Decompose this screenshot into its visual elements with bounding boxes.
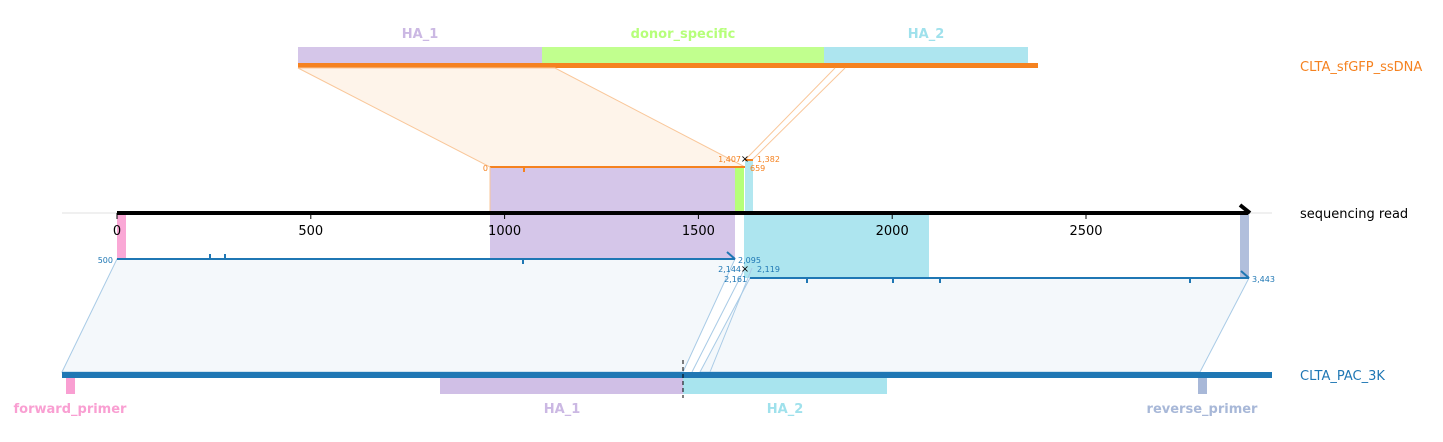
ref-feature-ha2-block	[683, 378, 887, 394]
donor-feature-ha2-label: HA_2	[908, 27, 945, 42]
read-small-overlay	[745, 160, 753, 213]
read-forward-primer-overlay	[117, 213, 126, 259]
ref-feature-forward-primer-label: forward_primer	[14, 402, 128, 417]
donor-aln-start-label: 0	[483, 164, 488, 173]
donor-feature-donor-specific-label: donor_specific	[631, 27, 736, 42]
read-axis-tick-label: 1000	[488, 224, 521, 239]
donor-feature-donor-specific-block	[542, 47, 824, 63]
read-axis-tick-label: 2000	[876, 224, 909, 239]
donor-aln-end-label-a: 1,407	[718, 155, 741, 164]
donor-aln-end-label-b: 1,382	[757, 155, 780, 164]
ref-aln1-start-label: 500	[98, 256, 113, 265]
read-axis-tick-label: 0	[113, 224, 121, 239]
read-donor-specific-overlay	[735, 167, 744, 213]
reference-alignment-2: 2,119 2,161 3,443 ×	[691, 264, 1275, 373]
donor-track: HA_1 donor_specific HA_2 CLTA_sfGFP_ssDN…	[298, 27, 1422, 75]
read-reverse-primer-overlay	[1240, 213, 1249, 278]
ref-aln1-end-label-a: 2,095	[738, 256, 761, 265]
read-axis-tick-label: 2500	[1069, 224, 1102, 239]
read-axis-tick-label: 1500	[682, 224, 715, 239]
reference-track-label: CLTA_PAC_3K	[1300, 369, 1385, 384]
donor-feature-ha1-block	[298, 47, 542, 63]
reference-track: forward_primer HA_1 HA_2 reverse_primer …	[14, 360, 1385, 417]
ref-feature-ha1-block	[440, 378, 683, 394]
donor-alignment-connector	[297, 67, 846, 168]
donor-track-label: CLTA_sfGFP_ssDNA	[1300, 60, 1422, 75]
ref-feature-forward-primer-block	[66, 378, 75, 394]
read-track: 0 500 1000 1500 2000 2500 sequencing read	[62, 203, 1408, 278]
donor-aln-end-label-c: 659	[750, 164, 765, 173]
ref-aln2-end-label: 3,443	[1252, 275, 1275, 284]
read-axis-tick-label: 500	[298, 224, 323, 239]
ref-feature-reverse-primer-label: reverse_primer	[1147, 402, 1259, 417]
donor-line	[298, 63, 1038, 68]
ref-aln1-end-label-b: 2,144	[718, 265, 741, 274]
donor-feature-ha1-label: HA_1	[402, 27, 439, 42]
read-axis: 0 500 1000 1500 2000 2500	[113, 213, 1103, 239]
ref-aln-junction-mark: ×	[741, 264, 749, 275]
read-arrow-icon	[1238, 203, 1252, 215]
ref-feature-ha1-label: HA_1	[544, 402, 581, 417]
donor-feature-ha2-block	[824, 47, 1028, 63]
read-track-label: sequencing read	[1300, 207, 1408, 222]
reference-line	[62, 372, 1272, 378]
ref-aln2-start-label-b: 2,161	[724, 275, 747, 284]
reference-alignment-1: 500 2,095 2,144	[61, 251, 761, 373]
donor-aln-junction-mark: ×	[741, 154, 749, 165]
ref-feature-reverse-primer-block	[1198, 378, 1207, 394]
ref-aln2-start-label: 2,119	[757, 265, 780, 274]
read-ha2-overlay	[744, 213, 929, 278]
ref-feature-ha2-label: HA_2	[767, 402, 804, 417]
